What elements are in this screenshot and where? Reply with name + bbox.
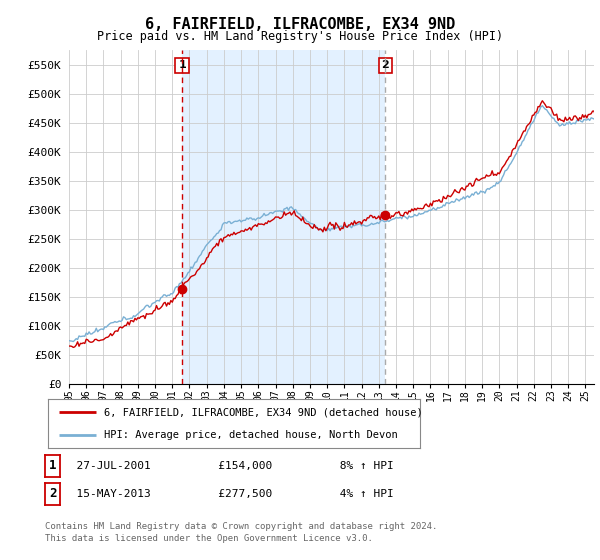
Text: HPI: Average price, detached house, North Devon: HPI: Average price, detached house, Nort…: [104, 430, 398, 440]
Text: 27-JUL-2001          £154,000          8% ↑ HPI: 27-JUL-2001 £154,000 8% ↑ HPI: [63, 461, 394, 471]
Text: This data is licensed under the Open Government Licence v3.0.: This data is licensed under the Open Gov…: [45, 534, 373, 543]
Text: 15-MAY-2013          £277,500          4% ↑ HPI: 15-MAY-2013 £277,500 4% ↑ HPI: [63, 489, 394, 499]
Text: 1: 1: [49, 459, 56, 473]
Bar: [182, 50, 385, 384]
Text: Contains HM Land Registry data © Crown copyright and database right 2024.: Contains HM Land Registry data © Crown c…: [45, 522, 437, 531]
Text: 2: 2: [49, 487, 56, 501]
Text: Price paid vs. HM Land Registry's House Price Index (HPI): Price paid vs. HM Land Registry's House …: [97, 30, 503, 43]
Text: 2: 2: [382, 60, 389, 71]
Text: 1: 1: [178, 60, 186, 71]
Text: 6, FAIRFIELD, ILFRACOMBE, EX34 9ND: 6, FAIRFIELD, ILFRACOMBE, EX34 9ND: [145, 17, 455, 32]
Text: 6, FAIRFIELD, ILFRACOMBE, EX34 9ND (detached house): 6, FAIRFIELD, ILFRACOMBE, EX34 9ND (deta…: [104, 407, 422, 417]
